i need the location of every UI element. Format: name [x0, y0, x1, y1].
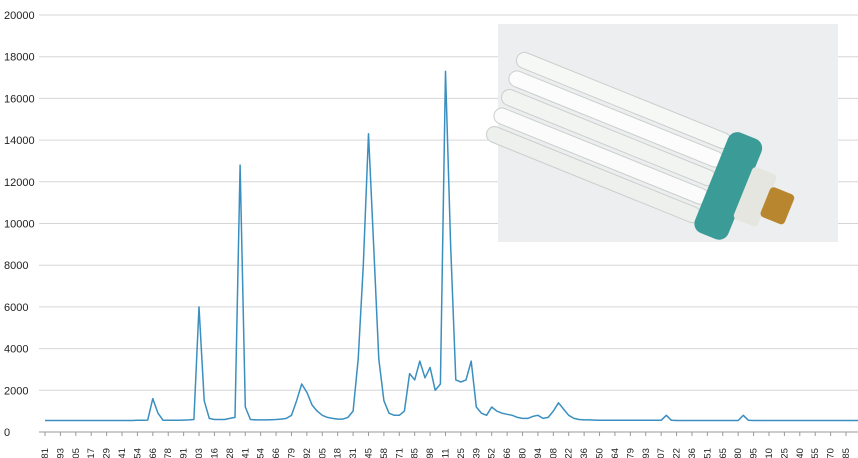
- x-tick-label: 531: [348, 448, 359, 458]
- x-tick-label: 281: [40, 448, 51, 458]
- x-tick-label: 895: [749, 448, 760, 458]
- x-tick-label: 571: [394, 448, 405, 458]
- x-tick-label: 865: [718, 448, 729, 458]
- x-tick-label: 880: [733, 448, 744, 458]
- x-tick-label: 558: [379, 448, 390, 458]
- x-tick-label: 454: [256, 448, 267, 458]
- x-tick-label: 428: [225, 448, 236, 458]
- x-tick-label: 305: [71, 448, 82, 458]
- x-tick-label: 293: [55, 448, 66, 458]
- x-tick-label: 403: [194, 448, 205, 458]
- x-tick-label: 940: [795, 448, 806, 458]
- bulb-photo: [485, 24, 838, 242]
- y-tick-label: 8000: [4, 260, 28, 272]
- x-tick-label: 680: [518, 448, 529, 458]
- y-tick-label: 4000: [4, 344, 28, 356]
- x-tick-label: 694: [533, 448, 544, 458]
- x-tick-label: 764: [610, 448, 621, 458]
- x-tick-label: 341: [117, 448, 128, 458]
- y-tick-label: 18000: [4, 52, 35, 64]
- x-tick-label: 910: [764, 448, 775, 458]
- x-tick-label: 836: [687, 448, 698, 458]
- y-tick-label: 6000: [4, 302, 28, 314]
- x-tick-label: 585: [410, 448, 421, 458]
- x-tick-label: 441: [240, 448, 251, 458]
- x-tick-label: 925: [779, 448, 790, 458]
- y-tick-label: 0: [4, 427, 10, 439]
- y-tick-label: 12000: [4, 177, 35, 189]
- x-tick-label: 505: [317, 448, 328, 458]
- y-tick-label: 14000: [4, 135, 35, 147]
- x-tick-label: 708: [548, 448, 559, 458]
- x-tick-label: 625: [456, 448, 467, 458]
- x-tick-label: 851: [702, 448, 713, 458]
- x-tick-label: 652: [487, 448, 498, 458]
- x-tick-label: 416: [209, 448, 220, 458]
- x-tick-label: 492: [302, 448, 313, 458]
- y-tick-label: 16000: [4, 93, 35, 105]
- x-tick-label: 598: [425, 448, 436, 458]
- x-tick-label: 378: [163, 448, 174, 458]
- x-tick-label: 391: [179, 448, 190, 458]
- x-tick-label: 985: [841, 448, 852, 458]
- x-tick-label: 545: [363, 448, 374, 458]
- x-tick-label: 750: [595, 448, 606, 458]
- spectrum-line: [45, 70, 858, 422]
- x-tick-label: 666: [502, 448, 513, 458]
- x-tick-label: 970: [826, 448, 837, 458]
- x-tick-label: 955: [810, 448, 821, 458]
- x-tick-label: 779: [625, 448, 636, 458]
- x-tick-label: 329: [102, 448, 113, 458]
- y-tick-label: 10000: [4, 219, 35, 231]
- x-tick-label: 807: [656, 448, 667, 458]
- x-tick-label: 366: [148, 448, 159, 458]
- y-tick-label: 20000: [4, 10, 35, 22]
- x-tick-label: 317: [86, 448, 97, 458]
- x-tick-label: 466: [271, 448, 282, 458]
- x-tick-label: 479: [286, 448, 297, 458]
- x-tick-label: 639: [471, 448, 482, 458]
- x-tick-label: 518: [333, 448, 344, 458]
- x-tick-label: 611: [441, 448, 452, 458]
- x-tick-label: 736: [579, 448, 590, 458]
- y-tick-label: 2000: [4, 385, 28, 397]
- x-tick-label: 722: [564, 448, 575, 458]
- x-tick-label: 354: [132, 448, 143, 458]
- x-tick-label: 793: [641, 448, 652, 458]
- x-tick-label: 822: [672, 448, 683, 458]
